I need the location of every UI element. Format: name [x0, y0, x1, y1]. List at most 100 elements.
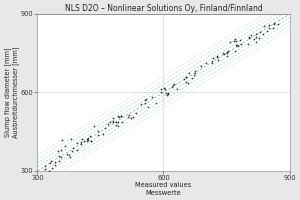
Point: [246, 42, 250, 46]
Point: [162, 86, 167, 89]
Point: [236, 44, 240, 47]
Point: [85, 137, 90, 140]
Point: [150, 96, 154, 99]
Point: [257, 37, 262, 40]
Point: [55, 149, 60, 152]
Point: [47, 161, 52, 164]
Point: [239, 42, 244, 45]
Point: [264, 29, 269, 32]
Point: [74, 148, 79, 151]
Point: [159, 87, 164, 90]
Point: [62, 145, 67, 148]
Point: [248, 34, 253, 37]
Point: [52, 160, 57, 164]
Point: [262, 24, 267, 27]
Point: [127, 113, 131, 117]
Point: [187, 72, 191, 75]
Point: [272, 21, 276, 24]
Point: [88, 134, 93, 138]
Point: [159, 91, 164, 94]
Point: [221, 52, 226, 55]
Point: [165, 94, 170, 97]
Point: [85, 139, 89, 142]
Point: [96, 129, 100, 133]
Point: [143, 102, 148, 105]
Point: [126, 116, 131, 119]
Point: [209, 61, 214, 64]
Point: [146, 105, 151, 108]
Point: [252, 38, 257, 41]
Point: [164, 92, 168, 95]
Point: [222, 52, 227, 55]
Point: [78, 141, 83, 144]
Point: [49, 159, 54, 162]
Point: [233, 43, 238, 47]
Point: [67, 154, 72, 157]
Point: [271, 26, 275, 29]
Point: [232, 50, 237, 53]
Point: [143, 98, 148, 101]
Point: [130, 115, 135, 119]
Point: [267, 27, 272, 30]
Point: [233, 40, 238, 43]
Point: [214, 54, 219, 58]
Point: [92, 124, 97, 127]
Point: [169, 85, 174, 88]
Point: [209, 60, 214, 63]
X-axis label: Measured values
Messwerte: Measured values Messwerte: [135, 182, 192, 196]
Point: [134, 112, 138, 115]
Point: [225, 55, 230, 58]
Point: [118, 114, 123, 118]
Title: NLS D2O – Nonlinear Solutions Oy, Finland/Finnland: NLS D2O – Nonlinear Solutions Oy, Finlan…: [64, 4, 262, 13]
Point: [211, 57, 215, 60]
Point: [50, 166, 54, 170]
Point: [238, 38, 243, 42]
Point: [184, 80, 188, 83]
Point: [114, 123, 118, 127]
Point: [224, 51, 229, 55]
Point: [57, 160, 62, 163]
Point: [214, 56, 219, 59]
Point: [70, 149, 75, 153]
Point: [154, 101, 158, 105]
Point: [247, 37, 252, 40]
Point: [86, 139, 91, 142]
Point: [228, 41, 232, 44]
Point: [110, 120, 115, 123]
Point: [144, 97, 149, 100]
Point: [95, 133, 100, 137]
Point: [114, 120, 118, 124]
Point: [170, 83, 175, 87]
Point: [163, 87, 167, 90]
Point: [253, 35, 258, 39]
Point: [43, 165, 47, 168]
Point: [139, 103, 144, 106]
Point: [64, 152, 69, 155]
Point: [60, 139, 64, 142]
Point: [182, 77, 187, 81]
Point: [272, 22, 276, 25]
Point: [110, 119, 115, 122]
Point: [267, 23, 272, 26]
Point: [100, 132, 105, 135]
Point: [115, 120, 120, 123]
Point: [204, 61, 208, 64]
Point: [56, 154, 61, 157]
Point: [246, 35, 251, 39]
Point: [69, 137, 74, 141]
Point: [111, 117, 116, 120]
Point: [52, 163, 57, 166]
Point: [116, 124, 120, 127]
Point: [192, 73, 197, 76]
Point: [235, 43, 240, 47]
Point: [232, 39, 237, 43]
Point: [103, 126, 108, 129]
Point: [120, 121, 125, 124]
Point: [116, 115, 121, 118]
Point: [199, 64, 203, 68]
Point: [128, 117, 133, 120]
Point: [165, 92, 170, 95]
Point: [80, 137, 84, 140]
Point: [260, 32, 265, 35]
Point: [70, 146, 75, 150]
